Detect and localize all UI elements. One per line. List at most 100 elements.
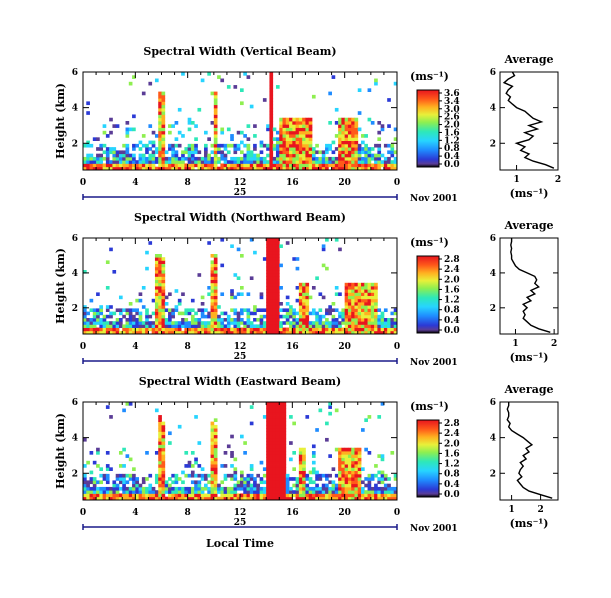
- heatmap-cell: [272, 415, 277, 419]
- heatmap-cell: [145, 156, 149, 161]
- heatmap-cell: [240, 473, 244, 478]
- heatmap-cell: [390, 451, 395, 455]
- heatmap-cell: [128, 327, 133, 332]
- heatmap-cell: [302, 496, 306, 501]
- heatmap-cell: [393, 486, 398, 491]
- heatmap-cell: [269, 305, 274, 309]
- heatmap-cell: [269, 250, 274, 255]
- heatmap-cell: [253, 324, 257, 328]
- heatmap-cell: [236, 156, 241, 161]
- heatmap-cell: [341, 470, 346, 475]
- heatmap-cell: [374, 81, 378, 86]
- average-x-tick-label: 1: [508, 505, 514, 515]
- heatmap-cell: [194, 486, 198, 491]
- heatmap-cell: [128, 473, 133, 478]
- heatmap-cell: [115, 330, 120, 335]
- heatmap-cell: [161, 480, 166, 485]
- heatmap-cell: [295, 321, 300, 325]
- heatmap-cell: [341, 140, 346, 145]
- heatmap-cell: [145, 324, 149, 328]
- heatmap-cell: [275, 153, 280, 158]
- heatmap-cell: [96, 318, 100, 322]
- heatmap-cell: [357, 163, 362, 168]
- heatmap-cell: [86, 480, 90, 485]
- heatmap-cell: [240, 308, 244, 312]
- heatmap-cell: [128, 490, 133, 494]
- heatmap-cell: [289, 486, 293, 491]
- heatmap-cell: [161, 111, 166, 115]
- heatmap-cell: [351, 470, 355, 475]
- heatmap-cell: [190, 330, 195, 335]
- heatmap-cell: [161, 160, 166, 164]
- heatmap-cell: [194, 460, 198, 465]
- heatmap-cell: [158, 415, 162, 419]
- heatmap-cell: [289, 415, 293, 419]
- heatmap-cell: [125, 311, 130, 316]
- heatmap-cell: [302, 330, 306, 335]
- heatmap-cell: [213, 163, 218, 168]
- heatmap-cell: [96, 490, 100, 494]
- heatmap-cell: [246, 292, 251, 296]
- heatmap-cell: [272, 486, 277, 491]
- heatmap-cell: [158, 134, 162, 138]
- heatmap-cell: [83, 490, 87, 494]
- heatmap-cell: [125, 321, 130, 325]
- heatmap-cell: [249, 330, 254, 335]
- chart-title: Spectral Width (Eastward Beam): [139, 375, 341, 388]
- heatmap-cell: [200, 467, 205, 471]
- heatmap-cell: [374, 490, 378, 494]
- heatmap-cell: [302, 480, 306, 485]
- heatmap-cell: [197, 464, 202, 468]
- heatmap-cell: [177, 327, 182, 332]
- heatmap-cell: [102, 496, 107, 501]
- heatmap-cell: [86, 153, 90, 158]
- heatmap-cell: [220, 496, 225, 501]
- heatmap-cell: [302, 298, 306, 303]
- heatmap-cell: [168, 163, 172, 168]
- heatmap-cell: [148, 496, 153, 501]
- heatmap-cell: [177, 330, 182, 335]
- heatmap-cell: [315, 428, 319, 432]
- heatmap-cell: [282, 137, 287, 141]
- heatmap-cell: [341, 124, 346, 128]
- heatmap-cell: [266, 276, 270, 280]
- heatmap-cell: [351, 166, 355, 171]
- heatmap-cell: [351, 447, 355, 452]
- heatmap-cell: [292, 153, 296, 158]
- heatmap-cell: [197, 496, 202, 501]
- heatmap-cell: [230, 464, 234, 468]
- heatmap-cell: [269, 444, 274, 449]
- heatmap-cell: [89, 324, 94, 328]
- heatmap-cell: [351, 143, 355, 148]
- heatmap-cell: [279, 143, 283, 148]
- heatmap-cell: [168, 486, 172, 491]
- heatmap-cell: [279, 408, 283, 413]
- heatmap-cell: [334, 286, 339, 290]
- heatmap-cell: [128, 457, 133, 462]
- heatmap-cell: [272, 270, 277, 274]
- heatmap-cell: [308, 324, 313, 328]
- heatmap-cell: [154, 473, 159, 478]
- heatmap-cell: [174, 330, 179, 335]
- heatmap-cell: [207, 330, 211, 335]
- heatmap-cell: [233, 318, 238, 322]
- heatmap-cell: [158, 166, 162, 171]
- heatmap-cell: [102, 490, 107, 494]
- heatmap-cell: [158, 496, 162, 501]
- heatmap-cell: [181, 321, 185, 325]
- heatmap-cell: [341, 143, 346, 148]
- heatmap-cell: [347, 150, 352, 155]
- heatmap-cell: [135, 477, 139, 481]
- heatmap-cell: [298, 324, 303, 328]
- heatmap-cell: [318, 314, 323, 319]
- heatmap-cell: [275, 147, 280, 151]
- heatmap-cell: [246, 318, 251, 322]
- heatmap-cell: [154, 150, 159, 155]
- heatmap-cell: [344, 327, 349, 332]
- heatmap-cell: [318, 330, 323, 335]
- heatmap-cell: [151, 150, 156, 155]
- heatmap-cell: [344, 289, 349, 293]
- heatmap-cell: [262, 480, 267, 485]
- heatmap-cell: [213, 480, 218, 485]
- heatmap-cell: [174, 160, 179, 164]
